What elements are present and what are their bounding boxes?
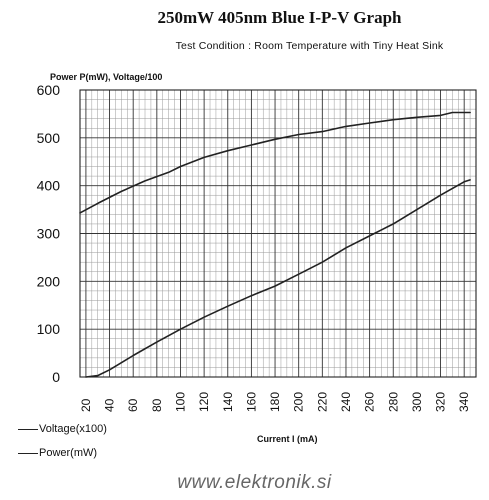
x-tick-label: 300 [410,392,424,412]
watermark: www.elektronik.si [177,472,332,493]
x-tick-label: 220 [315,392,329,412]
y-tick-label: 0 [52,369,60,385]
y-tick-label: 400 [37,178,61,194]
legend-item-power: Power(mW) [18,447,97,459]
series-line-voltage [79,111,471,214]
legend-item-voltage: Voltage(x100) [18,423,107,435]
x-tick-label: 120 [197,392,211,412]
x-tick-label: 340 [457,392,471,412]
major-grid [79,89,477,378]
x-tick-label: 60 [126,398,140,412]
x-tick-label: 80 [150,398,164,412]
plot-frame [79,89,477,378]
x-tick-label: 20 [79,398,93,412]
legend-swatch-voltage [18,428,38,430]
x-axis-label: Current I (mA) [257,434,318,444]
x-tick-label: 180 [268,392,282,412]
x-tick-label: 40 [103,398,117,412]
x-tick-label: 260 [363,392,377,412]
y-tick-label: 200 [37,273,61,289]
x-tick-label: 240 [339,392,353,412]
y-tick-label: 100 [37,321,61,337]
series-lines [79,111,471,378]
series-line-power [85,179,471,378]
x-tick-label: 140 [221,392,235,412]
y-tick-label: 500 [37,130,61,146]
x-tick-label: 200 [292,392,306,412]
x-tick-labels: 20 40 60 80 100 120 140 160 180 200 220 240 260 280 30… [79,392,471,412]
x-tick-label: 320 [434,392,448,412]
x-tick-label: 280 [386,392,400,412]
legend-swatch-power [18,452,38,454]
chart-canvas: 0 100 200 300 400 500 600 20 40 60 80 100 120 140 160… [37,82,477,412]
y-tick-label: 300 [37,226,61,242]
y-tick-label: 600 [37,82,61,98]
x-tick-label: 100 [173,392,187,412]
y-axis-label: Power P(mW), Voltage/100 [50,72,163,82]
chart-title: 250mW 405nm Blue I-P-V Graph [157,8,402,27]
legend-label-power: Power(mW) [39,447,98,459]
y-tick-labels: 0 100 200 300 400 500 600 [37,82,61,385]
x-tick-label: 160 [244,392,258,412]
legend-label-voltage: Voltage(x100) [39,423,107,435]
chart-subtitle: Test Condition : Room Temperature with T… [175,40,444,52]
